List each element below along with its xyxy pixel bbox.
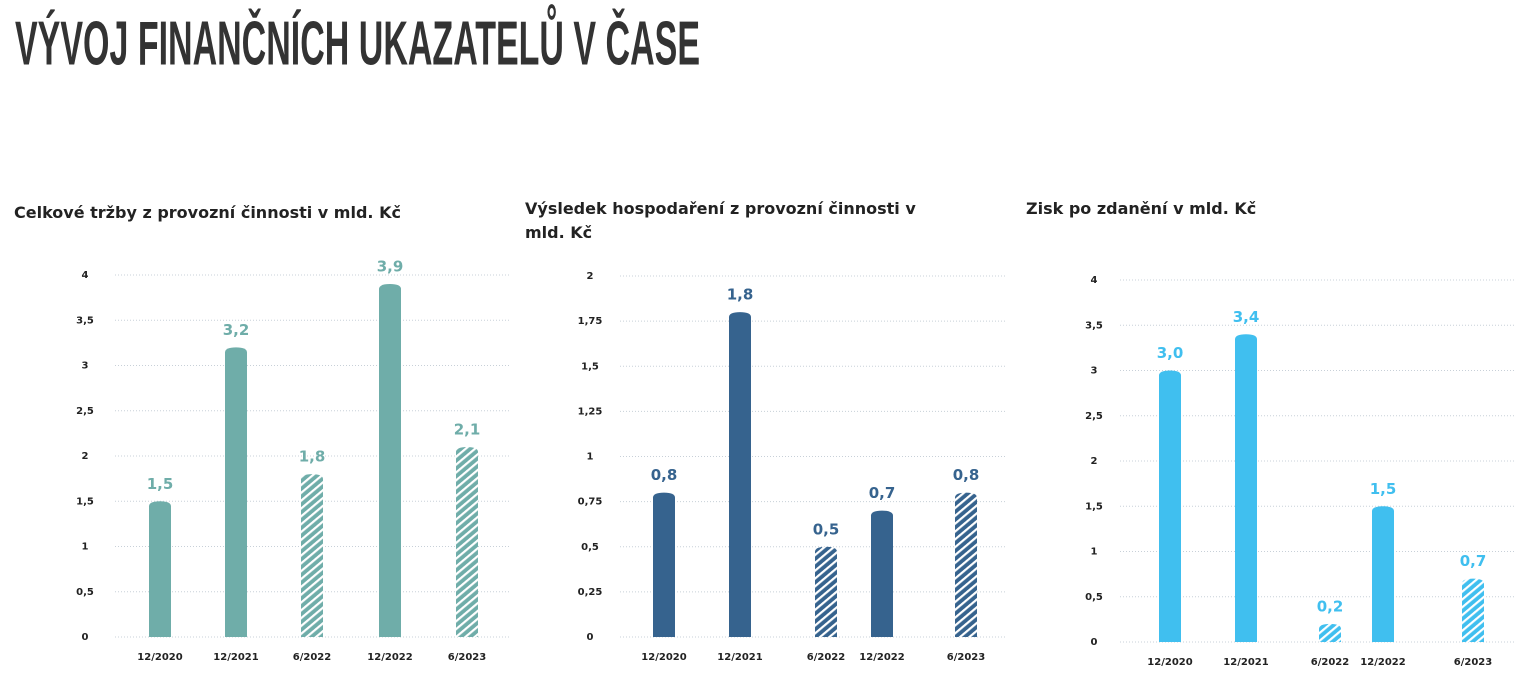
y-tick-label: 1,5	[76, 496, 94, 507]
x-tick-label: 12/2020	[137, 652, 182, 663]
value-label: 1,8	[727, 286, 754, 304]
y-tick-label: 1,5	[1085, 501, 1103, 512]
y-tick-label: 3,5	[76, 315, 94, 326]
value-label: 1,5	[1370, 480, 1397, 498]
x-tick-label: 12/2020	[641, 652, 686, 663]
bar	[379, 284, 401, 637]
y-tick-label: 1	[587, 452, 594, 463]
x-tick-label: 6/2023	[1454, 657, 1492, 668]
bar	[1319, 623, 1341, 642]
y-tick-label: 2	[82, 451, 89, 462]
bar	[1235, 334, 1257, 642]
y-tick-label: 0,5	[1085, 592, 1103, 603]
value-label: 0,7	[1460, 552, 1487, 570]
y-tick-label: 1,75	[578, 316, 603, 327]
y-tick-label: 3,5	[1085, 320, 1103, 331]
x-tick-label: 6/2022	[293, 652, 331, 663]
bar	[456, 446, 478, 637]
bar	[301, 474, 323, 637]
chart-title: Celkové tržby z provozní činnosti v mld.…	[14, 203, 401, 222]
value-label: 3,4	[1233, 308, 1260, 326]
x-tick-label: 12/2020	[1147, 657, 1192, 668]
bar	[653, 492, 675, 637]
bar	[955, 492, 977, 637]
y-tick-label: 0	[587, 632, 594, 643]
y-tick-label: 3	[1091, 366, 1098, 377]
bar	[1462, 578, 1484, 642]
x-tick-label: 12/2021	[717, 652, 762, 663]
value-label: 0,8	[651, 466, 678, 484]
bar	[225, 347, 247, 637]
y-tick-label: 0	[1091, 637, 1098, 648]
value-label: 0,7	[869, 484, 896, 502]
x-tick-label: 12/2022	[367, 652, 412, 663]
value-label: 0,5	[813, 520, 840, 538]
y-tick-label: 2,5	[76, 406, 94, 417]
value-label: 1,8	[299, 448, 326, 466]
x-tick-label: 12/2022	[859, 652, 904, 663]
value-label: 3,2	[223, 321, 250, 339]
value-label: 0,8	[953, 466, 980, 484]
bar	[815, 546, 837, 637]
chart-title: Výsledek hospodaření z provozní činnosti…	[525, 199, 916, 242]
y-tick-label: 0,75	[578, 497, 603, 508]
y-tick-label: 4	[82, 270, 89, 281]
bar	[1159, 370, 1181, 642]
x-tick-label: 6/2023	[448, 652, 486, 663]
value-label: 2,1	[454, 420, 481, 438]
chart-title: Zisk po zdanění v mld. Kč	[1026, 199, 1257, 218]
y-tick-label: 0,5	[581, 542, 599, 553]
x-tick-label: 6/2023	[947, 652, 985, 663]
y-tick-label: 1	[1091, 547, 1098, 558]
y-tick-label: 1,25	[578, 406, 603, 417]
value-label: 1,5	[147, 475, 174, 493]
y-tick-label: 4	[1091, 275, 1098, 286]
y-tick-label: 0,25	[578, 587, 603, 598]
x-tick-label: 6/2022	[807, 652, 845, 663]
bar	[871, 510, 893, 637]
x-tick-label: 12/2021	[1223, 657, 1268, 668]
y-tick-label: 2	[1091, 456, 1098, 467]
y-tick-label: 0	[82, 632, 89, 643]
value-label: 3,9	[377, 258, 404, 276]
y-tick-label: 0,5	[76, 587, 94, 598]
page-title: VÝVOJ FINANČNÍCH UKAZATELŮ V ČASE	[15, 5, 700, 78]
value-label: 0,2	[1317, 597, 1344, 615]
y-tick-label: 3	[82, 361, 89, 372]
value-label: 3,0	[1157, 344, 1184, 362]
y-tick-label: 1,5	[581, 361, 599, 372]
bar	[729, 312, 751, 637]
x-tick-label: 12/2021	[213, 652, 258, 663]
bar	[149, 501, 171, 637]
y-tick-label: 2,5	[1085, 411, 1103, 422]
x-tick-label: 12/2022	[1360, 657, 1405, 668]
x-tick-label: 6/2022	[1311, 657, 1349, 668]
bar	[1372, 506, 1394, 642]
y-tick-label: 1	[82, 542, 89, 553]
y-tick-label: 2	[587, 271, 594, 282]
